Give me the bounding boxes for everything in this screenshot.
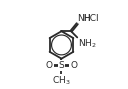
Text: CH$_3$: CH$_3$ <box>52 74 71 87</box>
Text: O: O <box>70 61 77 70</box>
Text: HCl: HCl <box>83 14 98 23</box>
Text: NH$_2$: NH$_2$ <box>78 38 96 50</box>
Text: O: O <box>46 61 53 70</box>
Text: S: S <box>59 61 64 70</box>
Text: NH: NH <box>78 14 91 23</box>
